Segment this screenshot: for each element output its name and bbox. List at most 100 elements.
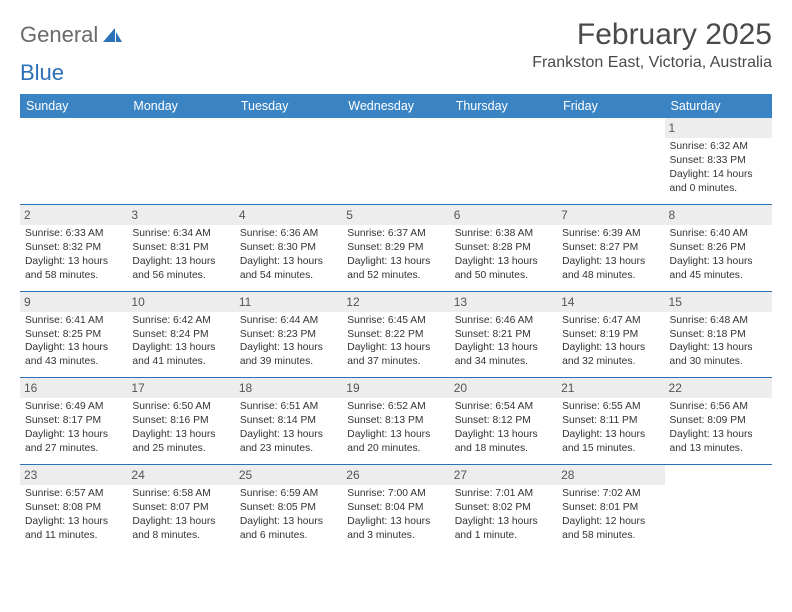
day-details: Sunrise: 6:38 AMSunset: 8:28 PMDaylight:… <box>454 227 553 283</box>
calendar-day-cell: 28Sunrise: 7:02 AMSunset: 8:01 PMDayligh… <box>557 465 664 551</box>
day-number: 9 <box>20 292 127 312</box>
month-title: February 2025 <box>532 18 772 52</box>
day-details: Sunrise: 6:41 AMSunset: 8:25 PMDaylight:… <box>24 314 123 370</box>
sunrise-text: Sunrise: 6:46 AM <box>455 314 552 328</box>
daylight-text: Daylight: 13 hours and 34 minutes. <box>455 341 552 369</box>
sunrise-text: Sunrise: 6:34 AM <box>132 227 229 241</box>
day-number: 10 <box>127 292 234 312</box>
calendar-body: 1 Sunrise: 6:32 AMSunset: 8:33 PM Daylight… <box>20 118 772 551</box>
sunrise-text: Sunrise: 6:39 AM <box>562 227 659 241</box>
day-details: Sunrise: 6:51 AMSunset: 8:14 PMDaylight:… <box>239 400 338 456</box>
calendar-day-cell: 9Sunrise: 6:41 AMSunset: 8:25 PMDaylight… <box>20 291 127 378</box>
calendar-day-cell: 1Sunrise: 6:32 AMSunset: 8:33 PMDaylight… <box>665 118 772 204</box>
sunrise-text: Sunrise: 6:56 AM <box>670 400 767 414</box>
calendar-week-row: 16Sunrise: 6:49 AMSunset: 8:17 PMDayligh… <box>20 378 772 465</box>
sunrise-text: Sunrise: 6:42 AM <box>132 314 229 328</box>
calendar-head: Sunday Monday Tuesday Wednesday Thursday… <box>20 94 772 118</box>
weekday-header: Thursday <box>450 94 557 118</box>
sunrise-text: Sunrise: 6:36 AM <box>240 227 337 241</box>
sunset-text: Sunset: 8:19 PM <box>562 328 659 342</box>
daylight-text: Daylight: 13 hours and 45 minutes. <box>670 255 767 283</box>
daylight-text: Daylight: 13 hours and 50 minutes. <box>455 255 552 283</box>
calendar-week-row: 2Sunrise: 6:33 AMSunset: 8:32 PMDaylight… <box>20 204 772 291</box>
daylight-text: Daylight: 13 hours and 20 minutes. <box>347 428 444 456</box>
calendar-day-cell: 3Sunrise: 6:34 AMSunset: 8:31 PMDaylight… <box>127 204 234 291</box>
weekday-header: Tuesday <box>235 94 342 118</box>
calendar-day-cell: 14Sunrise: 6:47 AMSunset: 8:19 PMDayligh… <box>557 291 664 378</box>
sunset-text: Sunset: 8:09 PM <box>670 414 767 428</box>
daylight-text: Daylight: 13 hours and 23 minutes. <box>240 428 337 456</box>
day-number: 3 <box>127 205 234 225</box>
calendar-day-cell: 25Sunrise: 6:59 AMSunset: 8:05 PMDayligh… <box>235 465 342 551</box>
day-details: Sunrise: 6:37 AMSunset: 8:29 PMDaylight:… <box>346 227 445 283</box>
sunset-text: Sunset: 8:21 PM <box>455 328 552 342</box>
day-number: 2 <box>20 205 127 225</box>
calendar-day-cell: 16Sunrise: 6:49 AMSunset: 8:17 PMDayligh… <box>20 378 127 465</box>
daylight-text: Daylight: 13 hours and 11 minutes. <box>25 515 122 543</box>
sunset-text: Sunset: 8:33 PM <box>670 154 767 168</box>
sunrise-text: Sunrise: 6:37 AM <box>347 227 444 241</box>
day-number: 14 <box>557 292 664 312</box>
day-number: 27 <box>450 465 557 485</box>
day-number: 12 <box>342 292 449 312</box>
sunrise-text: Sunrise: 6:49 AM <box>25 400 122 414</box>
sunrise-text: Sunrise: 6:44 AM <box>240 314 337 328</box>
calendar-day-cell: 6Sunrise: 6:38 AMSunset: 8:28 PMDaylight… <box>450 204 557 291</box>
day-details: Sunrise: 7:00 AMSunset: 8:04 PMDaylight:… <box>346 487 445 543</box>
calendar-day-cell <box>127 118 234 204</box>
logo-text-gray: General <box>20 22 98 48</box>
calendar-week-row: 1Sunrise: 6:32 AMSunset: 8:33 PMDaylight… <box>20 118 772 204</box>
calendar-day-cell <box>665 465 772 551</box>
sunset-text: Sunset: 8:01 PM <box>562 501 659 515</box>
daylight-text: Daylight: 13 hours and 41 minutes. <box>132 341 229 369</box>
day-details: Sunrise: 6:56 AMSunset: 8:09 PMDaylight:… <box>669 400 768 456</box>
sunset-text: Sunset: 8:16 PM <box>132 414 229 428</box>
sunset-text: Sunset: 8:07 PM <box>132 501 229 515</box>
sunrise-text: Sunrise: 6:55 AM <box>562 400 659 414</box>
calendar-day-cell <box>557 118 664 204</box>
day-details: Sunrise: 7:01 AMSunset: 8:02 PMDaylight:… <box>454 487 553 543</box>
sunset-text: Sunset: 8:13 PM <box>347 414 444 428</box>
day-number: 19 <box>342 378 449 398</box>
day-details: Sunrise: 6:40 AMSunset: 8:26 PMDaylight:… <box>669 227 768 283</box>
daylight-text: Daylight: 13 hours and 39 minutes. <box>240 341 337 369</box>
daylight-text: Daylight: 13 hours and 32 minutes. <box>562 341 659 369</box>
title-block: February 2025 Frankston East, Victoria, … <box>532 18 772 72</box>
calendar-day-cell: 12Sunrise: 6:45 AMSunset: 8:22 PMDayligh… <box>342 291 449 378</box>
sunrise-text: Sunrise: 6:57 AM <box>25 487 122 501</box>
day-number: 7 <box>557 205 664 225</box>
daylight-text: Daylight: 13 hours and 3 minutes. <box>347 515 444 543</box>
day-number: 1 <box>665 118 772 138</box>
sunset-text: Sunset: 8:05 PM <box>240 501 337 515</box>
sunrise-text: Sunrise: 6:45 AM <box>347 314 444 328</box>
daylight-text: Daylight: 13 hours and 52 minutes. <box>347 255 444 283</box>
day-number: 6 <box>450 205 557 225</box>
calendar-day-cell: 27Sunrise: 7:01 AMSunset: 8:02 PMDayligh… <box>450 465 557 551</box>
day-number: 17 <box>127 378 234 398</box>
sunrise-text: Sunrise: 6:51 AM <box>240 400 337 414</box>
daylight-text: Daylight: 13 hours and 27 minutes. <box>25 428 122 456</box>
sunset-text: Sunset: 8:02 PM <box>455 501 552 515</box>
calendar-day-cell: 18Sunrise: 6:51 AMSunset: 8:14 PMDayligh… <box>235 378 342 465</box>
sunset-text: Sunset: 8:12 PM <box>455 414 552 428</box>
sunrise-text: Sunrise: 6:50 AM <box>132 400 229 414</box>
daylight-text: Daylight: 13 hours and 25 minutes. <box>132 428 229 456</box>
day-details: Sunrise: 6:54 AMSunset: 8:12 PMDaylight:… <box>454 400 553 456</box>
sunrise-text: Sunrise: 7:00 AM <box>347 487 444 501</box>
daylight-text: Daylight: 13 hours and 48 minutes. <box>562 255 659 283</box>
sunset-text: Sunset: 8:30 PM <box>240 241 337 255</box>
sunset-text: Sunset: 8:11 PM <box>562 414 659 428</box>
day-details: Sunrise: 6:55 AMSunset: 8:11 PMDaylight:… <box>561 400 660 456</box>
sunrise-text: Sunrise: 6:32 AM <box>670 140 767 154</box>
daylight-text: Daylight: 13 hours and 30 minutes. <box>670 341 767 369</box>
sunrise-text: Sunrise: 6:41 AM <box>25 314 122 328</box>
calendar-day-cell: 19 Sunrise: 6:52 AMSunset: 8:13 PMDayligh… <box>342 378 449 465</box>
daylight-text: Daylight: 13 hours and 13 minutes. <box>670 428 767 456</box>
sunrise-text: Sunrise: 7:01 AM <box>455 487 552 501</box>
sunset-text: Sunset: 8:22 PM <box>347 328 444 342</box>
day-details: Sunrise: 7:02 AMSunset: 8:01 PMDaylight:… <box>561 487 660 543</box>
calendar-week-row: 23Sunrise: 6:57 AMSunset: 8:08 PMDayligh… <box>20 465 772 551</box>
sunset-text: Sunset: 8:28 PM <box>455 241 552 255</box>
daylight-text: Daylight: 13 hours and 8 minutes. <box>132 515 229 543</box>
sunrise-text: Sunrise: 6:52 AM <box>347 400 444 414</box>
